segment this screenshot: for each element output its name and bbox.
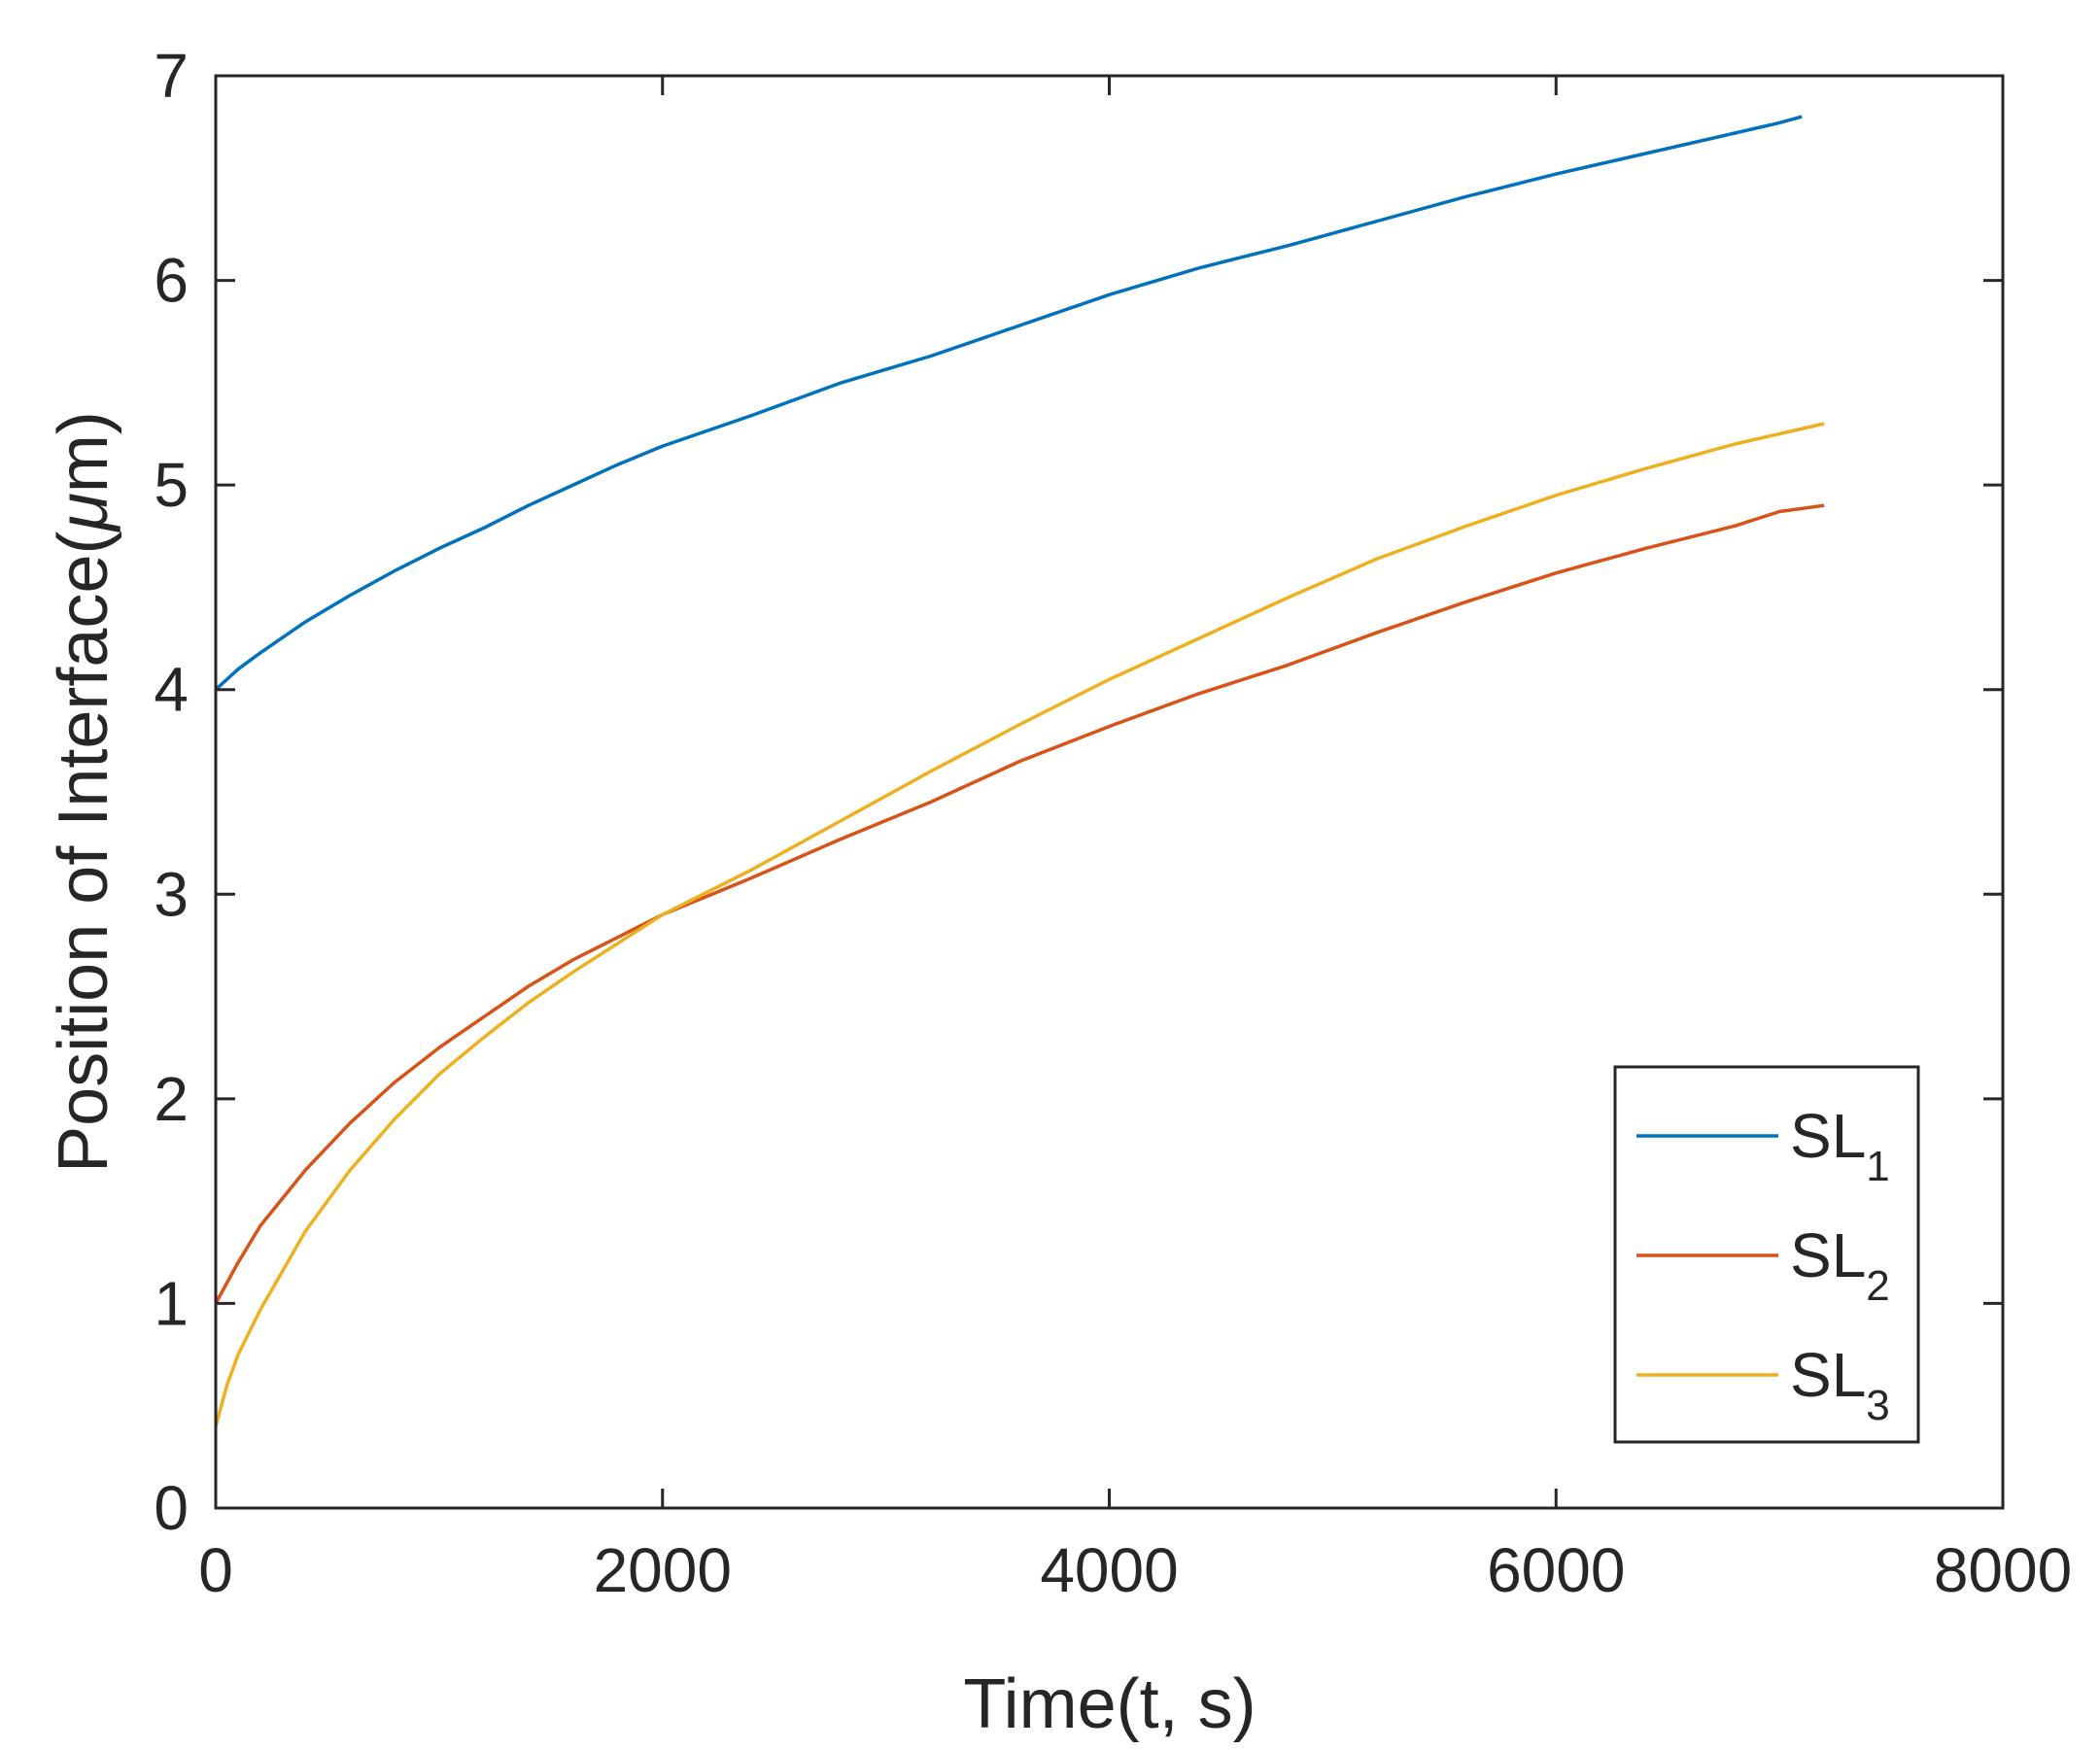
legend-label-subscript: 2: [1866, 1262, 1889, 1310]
y-tick-label: 2: [154, 1064, 189, 1134]
x-axis-title: Time(t, s): [963, 1665, 1256, 1743]
y-tick-label: 6: [154, 246, 189, 316]
x-tick-label: 0: [198, 1535, 233, 1605]
y-axis-title-mu: μ: [45, 493, 122, 532]
y-tick-label: 5: [154, 450, 189, 520]
y-tick-label: 4: [154, 655, 189, 725]
y-tick-label: 3: [154, 859, 189, 929]
x-tick-label: 6000: [1487, 1535, 1625, 1605]
y-tick-label: 7: [154, 41, 189, 111]
legend-label-1: SL1: [1790, 1101, 1890, 1190]
series-line-2: [214, 503, 1825, 1305]
legend-label-subscript: 1: [1866, 1143, 1889, 1190]
y-axis-title: Position of Interface(μm): [45, 411, 122, 1173]
y-tick-label: 0: [154, 1473, 189, 1543]
legend-label-subscript: 3: [1866, 1382, 1889, 1429]
series-line-1: [214, 115, 1803, 691]
x-tick-label: 2000: [594, 1535, 732, 1605]
legend-label-main: SL: [1790, 1220, 1866, 1290]
x-tick-label: 8000: [1934, 1535, 2072, 1605]
series-layer: [214, 115, 1825, 1427]
tick-layer: 0 2000 4000 6000 8000 0 1 2 3 4 5 6 7: [154, 41, 2072, 1605]
legend-label-2: SL2: [1790, 1220, 1890, 1310]
legend-label-main: SL: [1790, 1101, 1866, 1171]
y-axis-title-prefix: Position of Interface(: [45, 532, 122, 1173]
y-axis-title-suffix: m): [45, 411, 122, 493]
x-tick-label: 4000: [1040, 1535, 1178, 1605]
legend-label-3: SL3: [1790, 1340, 1890, 1429]
legend-label-main: SL: [1790, 1340, 1866, 1410]
series-line-3: [214, 422, 1825, 1427]
y-tick-label: 1: [154, 1268, 189, 1338]
